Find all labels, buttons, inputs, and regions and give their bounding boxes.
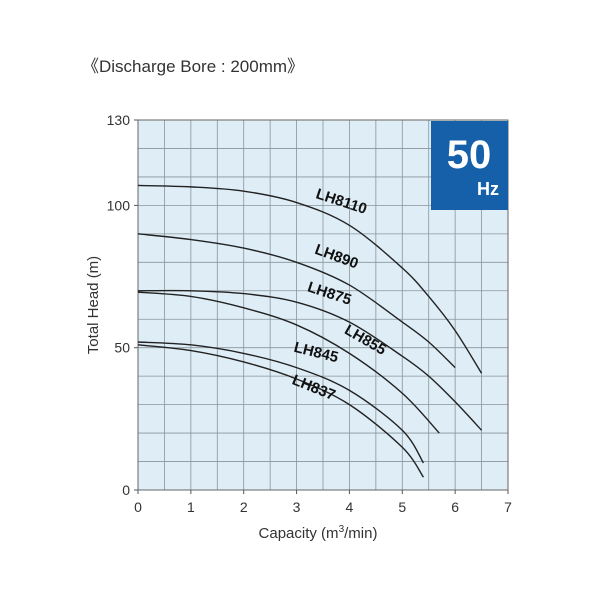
- x-tick-label: 5: [398, 499, 406, 515]
- y-tick-label: 0: [122, 482, 130, 498]
- curve: [137, 344, 425, 478]
- y-tick-label: 50: [114, 340, 130, 356]
- y-axis-label: Total Head (m): [85, 256, 102, 354]
- curve: [137, 233, 456, 369]
- y-tick-label: 130: [107, 112, 131, 128]
- x-tick-label: 6: [451, 499, 459, 515]
- x-tick-label: 4: [346, 499, 354, 515]
- y-tick-label: 100: [107, 197, 131, 213]
- x-tick-label: 3: [293, 499, 301, 515]
- x-axis-label-part: /min): [344, 525, 377, 542]
- plot-frame: [137, 119, 509, 491]
- x-tick-label: 7: [504, 499, 512, 515]
- x-axis-label-part: 3: [339, 524, 345, 535]
- badge-value: 50: [447, 133, 492, 177]
- curve: [137, 341, 425, 464]
- chart-title: 《Discharge Bore : 200mm》: [82, 57, 304, 76]
- curve: [137, 289, 483, 431]
- x-tick-label: 0: [134, 499, 142, 515]
- x-axis-label-part: Capacity (m: [259, 525, 339, 542]
- x-tick-label: 2: [240, 499, 248, 515]
- badge-box: [431, 121, 508, 210]
- badge-unit: Hz: [477, 179, 499, 199]
- x-axis-label: Capacity (m3/min): [259, 524, 378, 542]
- x-tick-label: 1: [187, 499, 195, 515]
- curve: [137, 291, 440, 434]
- curve: [137, 184, 483, 374]
